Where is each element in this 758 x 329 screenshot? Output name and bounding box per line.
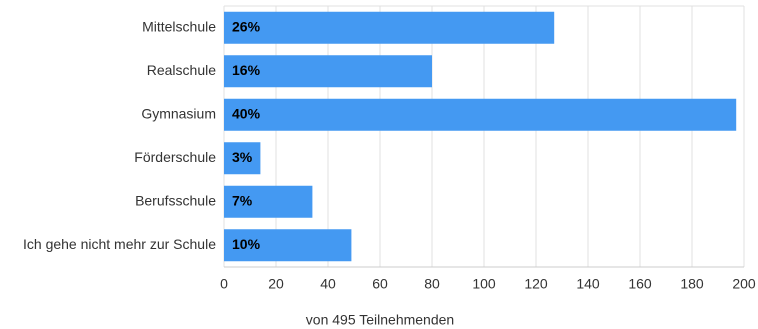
x-tick-label: 180 xyxy=(680,276,704,292)
value-label: 10% xyxy=(232,236,261,252)
bar xyxy=(224,11,555,44)
value-label: 3% xyxy=(232,149,253,165)
bar xyxy=(224,98,737,131)
x-tick-label: 40 xyxy=(320,276,336,292)
y-tick-label: Mittelschule xyxy=(142,18,216,34)
value-label: 7% xyxy=(232,192,253,208)
value-label: 16% xyxy=(232,62,261,78)
x-tick-label: 80 xyxy=(424,276,440,292)
x-tick-label: 0 xyxy=(220,276,228,292)
bar xyxy=(224,185,313,218)
x-tick-label: 160 xyxy=(628,276,652,292)
bar xyxy=(224,55,432,88)
y-tick-label: Ich gehe nicht mehr zur Schule xyxy=(23,236,216,252)
value-label: 40% xyxy=(232,105,261,121)
bar xyxy=(224,142,261,175)
x-tick-label: 60 xyxy=(372,276,388,292)
x-tick-label: 20 xyxy=(268,276,284,292)
x-axis-label: von 495 Teilnehmenden xyxy=(306,312,454,328)
x-tick-label: 140 xyxy=(576,276,600,292)
y-tick-label: Realschule xyxy=(147,62,216,78)
x-tick-label: 200 xyxy=(732,276,756,292)
y-tick-label: Berufsschule xyxy=(135,192,216,208)
y-tick-label: Förderschule xyxy=(134,149,216,165)
bar xyxy=(224,229,352,262)
value-label: 26% xyxy=(232,18,261,34)
x-tick-label: 120 xyxy=(524,276,548,292)
x-tick-label: 100 xyxy=(472,276,496,292)
y-tick-label: Gymnasium xyxy=(141,105,216,121)
